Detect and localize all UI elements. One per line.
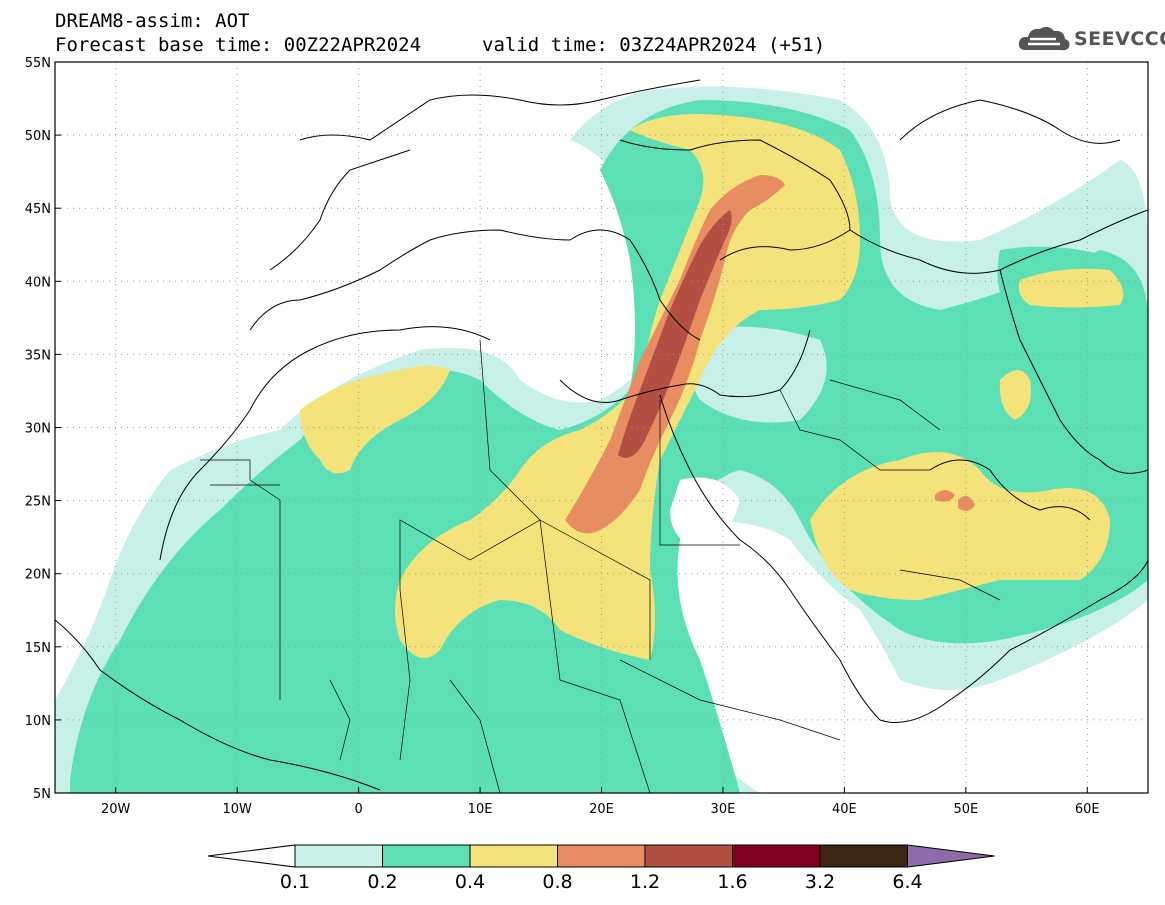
- lon-label: 10W: [222, 802, 252, 817]
- lon-label: 30E: [711, 802, 736, 817]
- aot-band-1.2: [618, 210, 732, 458]
- colorbar-segment: [732, 844, 821, 868]
- lon-label: 20W: [101, 802, 131, 817]
- colorbar-segment: [819, 844, 908, 868]
- lat-label: 5N: [33, 787, 51, 802]
- lon-label: 50E: [953, 802, 978, 817]
- lon-label: 10E: [468, 802, 493, 817]
- cloud-icon: [1018, 26, 1070, 51]
- graticule: [55, 62, 1148, 793]
- colorbar-overflow: [907, 844, 995, 868]
- plot-title: DREAM8-assim: AOT: [55, 10, 250, 32]
- colorbar-segment: [644, 844, 733, 868]
- seevccc-logo: SEEVCCC: [1016, 22, 1165, 58]
- colorbar-label: 3.2: [805, 871, 835, 893]
- logo-text: SEEVCCC: [1074, 28, 1165, 50]
- colorbar-label: 1.2: [630, 871, 660, 893]
- lon-label: 0: [354, 802, 362, 817]
- aot-band-0.4: [300, 114, 1124, 660]
- lat-label: 30N: [25, 422, 51, 437]
- aot-field: [55, 86, 1148, 793]
- lon-label: 20E: [589, 802, 614, 817]
- colorbar-label: 0.4: [455, 871, 485, 893]
- lat-label: 20N: [25, 568, 51, 583]
- colorbar-label: 0.2: [367, 871, 397, 893]
- forecast-base-time: Forecast base time: 00Z22APR2024: [55, 34, 422, 56]
- lat-label: 40N: [25, 275, 51, 290]
- lon-label: 60E: [1075, 802, 1100, 817]
- longitude-labels: 20W 10W 0 10E 20E 30E 40E 50E 60E: [101, 787, 1100, 817]
- colorbar: [207, 844, 995, 868]
- lat-label: 15N: [25, 641, 51, 656]
- latitude-labels: 55N 50N 45N 40N 35N 30N 25N 20N 15N 10N 5N: [25, 56, 61, 802]
- colorbar-label: 6.4: [892, 871, 922, 893]
- colorbar-label: 1.6: [717, 871, 747, 893]
- colorbar-segment: [469, 844, 558, 868]
- colorbar-labels: 0.1 0.2 0.4 0.8 1.2 1.6 3.2 6.4: [280, 871, 923, 893]
- country-borders: [200, 339, 1001, 794]
- lat-label: 45N: [25, 202, 51, 217]
- lat-label: 10N: [25, 714, 51, 729]
- lat-label: 35N: [25, 348, 51, 363]
- lon-label: 40E: [832, 802, 857, 817]
- lat-label: 55N: [25, 56, 51, 71]
- colorbar-underflow: [207, 844, 296, 868]
- lat-label: 50N: [25, 129, 51, 144]
- colorbar-segment: [557, 844, 646, 868]
- valid-time: valid time: 03Z24APR2024 (+51): [482, 34, 826, 56]
- lat-label: 25N: [25, 495, 51, 510]
- colorbar-segment: [294, 844, 383, 868]
- colorbar-segment: [382, 844, 471, 868]
- colorbar-label: 0.8: [542, 871, 572, 893]
- colorbar-label: 0.1: [280, 871, 310, 893]
- coastlines: [54, 79, 1149, 791]
